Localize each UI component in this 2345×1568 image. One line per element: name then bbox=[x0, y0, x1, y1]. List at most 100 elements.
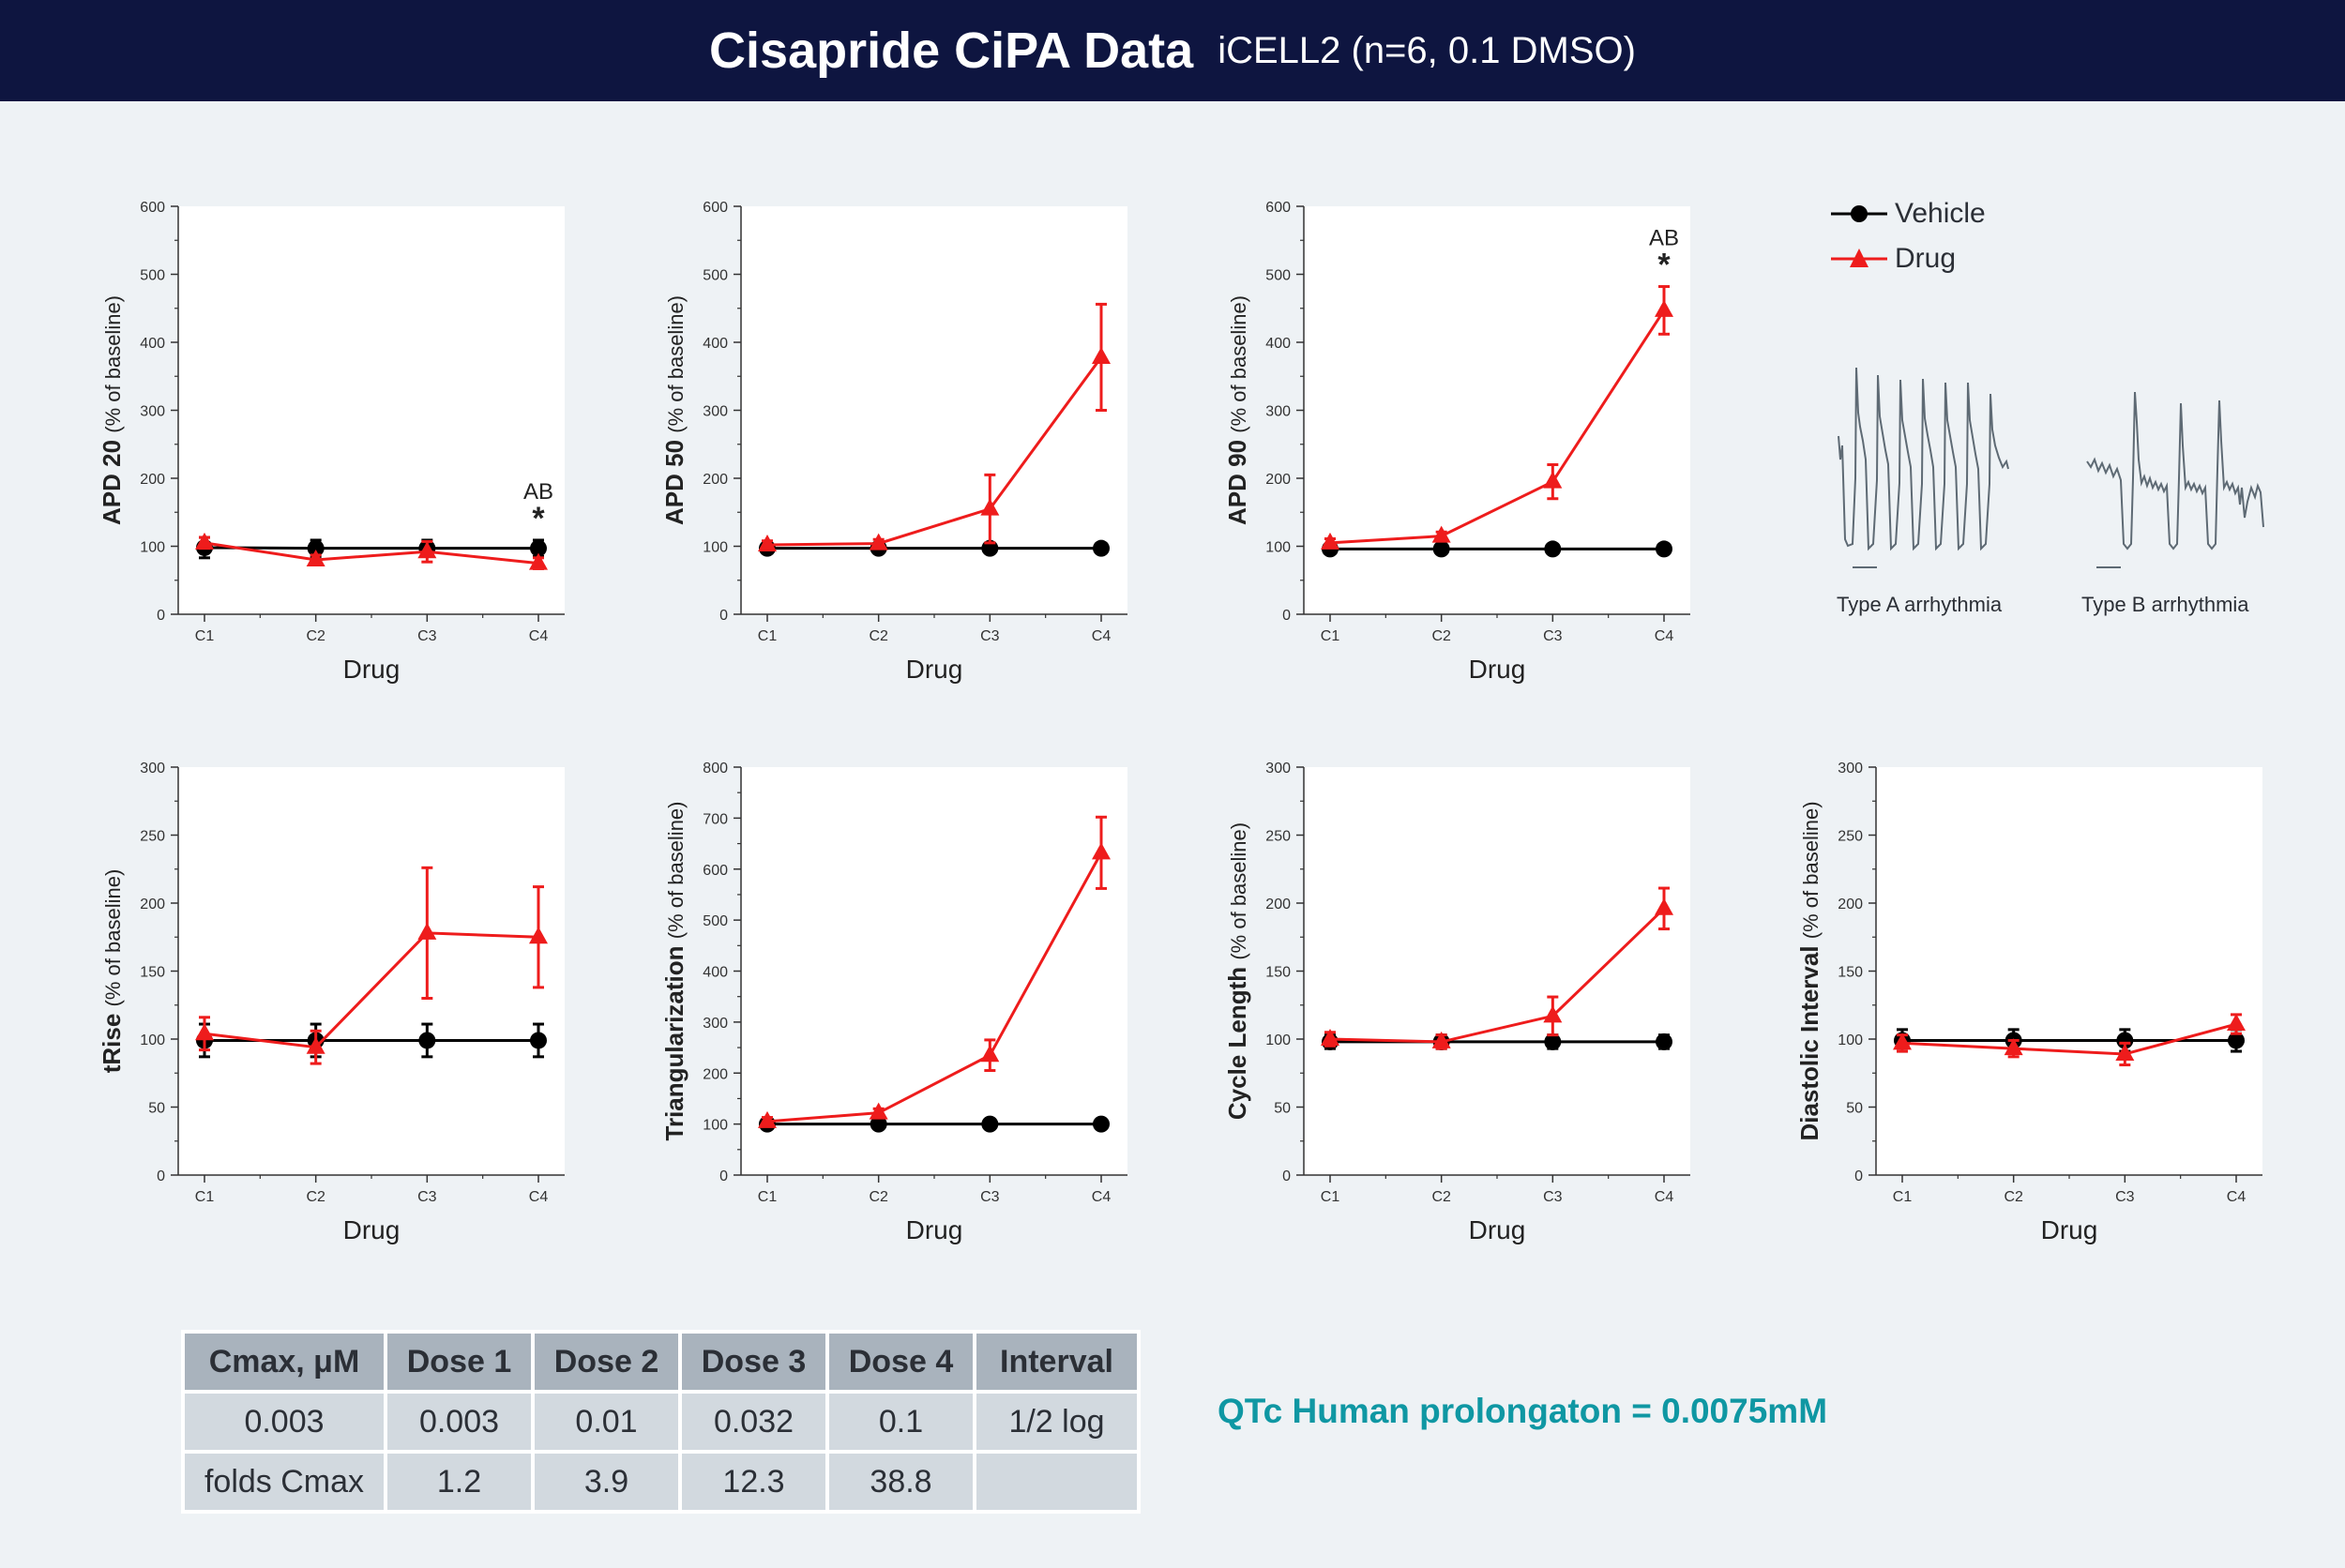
x-tick-label: C2 bbox=[869, 628, 888, 644]
drug-point bbox=[2004, 1038, 2023, 1056]
type-a-caption: Type A arrhythmia bbox=[1837, 593, 2003, 616]
y-axis-label-unit: (% of baseline) bbox=[1227, 295, 1250, 433]
y-tick-label: 100 bbox=[140, 540, 165, 556]
x-axis-label: Drug bbox=[906, 1215, 963, 1244]
significance-label: AB bbox=[523, 479, 553, 505]
plot-area bbox=[1304, 767, 1690, 1175]
y-tick-label: 200 bbox=[1838, 897, 1863, 912]
x-axis-label: Drug bbox=[906, 655, 963, 684]
drug-point bbox=[980, 1045, 1000, 1063]
significance-star: * bbox=[532, 501, 545, 536]
drug-point bbox=[2227, 1014, 2246, 1032]
dose-table-header-row: Cmax, μM Dose 1 Dose 2 Dose 3 Dose 4 Int… bbox=[181, 1330, 1141, 1394]
drug-point bbox=[1431, 1031, 1451, 1048]
drug-point bbox=[1092, 346, 1111, 364]
y-tick-label: 300 bbox=[703, 404, 728, 420]
vehicle-point bbox=[1093, 539, 1110, 557]
y-tick-label: 0 bbox=[1282, 1168, 1291, 1184]
y-tick-label: 200 bbox=[1265, 472, 1291, 488]
drug-point bbox=[195, 532, 214, 550]
vehicle-point bbox=[2116, 1032, 2134, 1049]
vehicle-point bbox=[1656, 1033, 1672, 1050]
legend-drug-label: Drug bbox=[1895, 243, 1957, 274]
y-tick-label: 400 bbox=[703, 965, 728, 981]
x-axis-label: Drug bbox=[1469, 655, 1526, 684]
vehicle-point bbox=[530, 1032, 547, 1049]
y-axis-label-unit: (% of baseline) bbox=[101, 869, 125, 1007]
vehicle-marker-icon bbox=[1831, 205, 1887, 222]
x-tick-label: C3 bbox=[1543, 628, 1563, 644]
x-tick-label: C3 bbox=[980, 1189, 1000, 1205]
dose-table-header: Cmax, μM bbox=[181, 1330, 387, 1394]
x-tick-label: C1 bbox=[1321, 1189, 1340, 1205]
y-axis-label: APD 50 (% of baseline) bbox=[660, 295, 688, 525]
y-tick-label: 250 bbox=[140, 829, 165, 845]
drug-point bbox=[529, 927, 548, 944]
x-tick-label: C3 bbox=[1543, 1189, 1563, 1205]
vehicle-point bbox=[1656, 540, 1672, 558]
y-axis-label-main: tRise bbox=[98, 1006, 126, 1073]
drug-point bbox=[1893, 1033, 1912, 1050]
x-tick-label: C4 bbox=[2227, 1189, 2247, 1205]
x-axis-label: Drug bbox=[1469, 1215, 1526, 1244]
header-bar: Cisapride CiPA Data iCELL2 (n=6, 0.1 DMS… bbox=[0, 0, 2345, 101]
type-a-arrhythmia-trace bbox=[1838, 367, 2009, 568]
chart-apd20: 0 100 200 300 400 500 600 C1 C2 C3 C4 Drug APD 20 (%… bbox=[66, 188, 628, 684]
drug-point bbox=[980, 498, 1000, 516]
table-cell: 38.8 bbox=[825, 1450, 976, 1514]
y-axis-label-unit: (% of baseline) bbox=[1799, 801, 1823, 939]
y-tick-label: 100 bbox=[703, 1118, 728, 1134]
x-tick-label: C3 bbox=[417, 1189, 437, 1205]
y-tick-label: 150 bbox=[140, 965, 165, 981]
x-tick-label: C2 bbox=[1431, 628, 1451, 644]
x-axis-label: Drug bbox=[2041, 1215, 2098, 1244]
drug-point bbox=[1543, 1005, 1563, 1023]
drug-series-line bbox=[1901, 1022, 2237, 1056]
y-axis-label: APD 90 (% of baseline) bbox=[1223, 295, 1251, 525]
y-tick-label: 300 bbox=[1838, 761, 1863, 776]
chart-apd50: 0 100 200 300 400 500 600 C1 C2 C3 C4 Drug APD 50 (%… bbox=[628, 188, 1191, 684]
table-cell bbox=[973, 1450, 1141, 1514]
y-tick-label: 300 bbox=[1265, 761, 1291, 776]
drug-point bbox=[306, 1036, 325, 1054]
plot-area bbox=[741, 767, 1127, 1175]
drug-point bbox=[417, 922, 437, 940]
y-axis-label: Cycle Length (% of baseline) bbox=[1223, 822, 1251, 1120]
table-cell: 0.1 bbox=[825, 1390, 976, 1454]
vehicle-point bbox=[418, 1032, 436, 1049]
x-tick-label: C3 bbox=[980, 628, 1000, 644]
y-axis-label: APD 20 (% of baseline) bbox=[98, 295, 126, 525]
y-axis-label-unit: (% of baseline) bbox=[664, 802, 688, 940]
y-tick-label: 300 bbox=[140, 404, 165, 420]
x-tick-label: C4 bbox=[529, 1189, 549, 1205]
x-tick-label: C4 bbox=[1655, 628, 1674, 644]
y-tick-label: 100 bbox=[1838, 1033, 1863, 1048]
y-axis-label-main: APD 50 bbox=[660, 433, 688, 525]
plot-area bbox=[1304, 206, 1690, 614]
x-axis-label: Drug bbox=[343, 655, 401, 684]
drug-point bbox=[529, 552, 548, 570]
y-tick-label: 500 bbox=[140, 268, 165, 284]
chart-svg: 0 100 200 300 400 500 600 C1 C2 C3 C4 Drug APD 90 (%… bbox=[1223, 200, 1690, 684]
y-axis-label-unit: (% of baseline) bbox=[1227, 822, 1250, 960]
vehicle-point bbox=[1432, 540, 1450, 558]
table-cell: 0.032 bbox=[678, 1390, 829, 1454]
drug-point bbox=[195, 1023, 214, 1041]
plot-area bbox=[741, 206, 1127, 614]
y-tick-label: 0 bbox=[719, 608, 728, 624]
y-tick-label: 0 bbox=[157, 608, 165, 624]
page-title: Cisapride CiPA Data bbox=[709, 23, 1194, 79]
y-tick-label: 600 bbox=[1265, 200, 1291, 216]
x-tick-label: C2 bbox=[306, 1189, 325, 1205]
vehicle-series-line bbox=[204, 546, 538, 550]
dose-table-header: Dose 2 bbox=[531, 1330, 682, 1394]
drug-series-line bbox=[1329, 309, 1666, 545]
qtc-note: QTc Human prolongaton = 0.0075mM bbox=[1218, 1392, 1828, 1430]
x-tick-label: C1 bbox=[1321, 628, 1340, 644]
y-tick-label: 250 bbox=[1265, 829, 1291, 845]
y-tick-label: 200 bbox=[140, 472, 165, 488]
chart-svg: 0 100 200 300 400 500 600 C1 C2 C3 C4 Drug APD 50 (%… bbox=[660, 200, 1127, 684]
drug-point bbox=[1655, 897, 1673, 915]
plot-area bbox=[178, 767, 565, 1175]
y-tick-label: 200 bbox=[1265, 897, 1291, 912]
